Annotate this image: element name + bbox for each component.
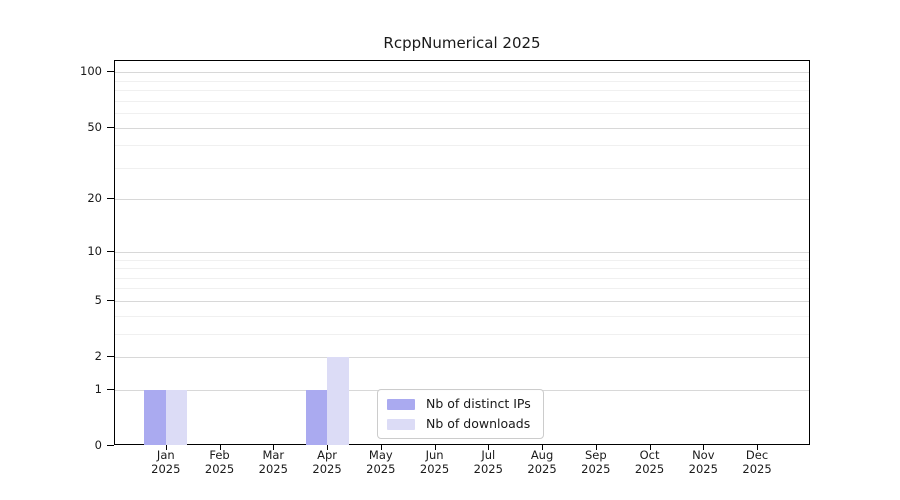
- minor-gridline: [115, 80, 809, 82]
- y-tick-label: 5: [94, 292, 102, 307]
- x-tick-mark: [434, 445, 436, 450]
- major-gridline: [115, 357, 809, 359]
- x-tick-mark: [327, 445, 329, 450]
- x-tick-mark: [165, 445, 167, 450]
- y-tick-label: 100: [80, 64, 102, 79]
- x-tick-mark: [219, 445, 221, 450]
- minor-gridline: [115, 268, 809, 270]
- x-tick-label-jan: Jan 2025: [151, 448, 181, 476]
- y-tick-mark: [107, 299, 114, 301]
- x-tick-mark: [380, 445, 382, 450]
- x-tick-mark: [703, 445, 705, 450]
- y-tick-mark: [107, 198, 114, 200]
- legend-item-downloads: Nb of downloads: [387, 417, 531, 431]
- x-tick-label-jul: Jul 2025: [473, 448, 503, 476]
- y-tick-label: 50: [87, 119, 102, 134]
- x-tick-label-feb: Feb 2025: [204, 448, 235, 476]
- y-tick-label: 1: [94, 381, 102, 396]
- x-tick-mark: [595, 445, 597, 450]
- x-tick-label-apr: Apr 2025: [312, 448, 342, 476]
- y-tick-mark: [107, 356, 114, 358]
- legend-swatch-downloads: [387, 418, 415, 430]
- x-tick-mark: [757, 445, 759, 450]
- x-tick-mark: [542, 445, 544, 450]
- minor-gridline: [115, 90, 809, 92]
- y-tick-mark: [107, 388, 114, 390]
- minor-gridline: [115, 277, 809, 279]
- legend-item-distinct-ips: Nb of distinct IPs: [387, 397, 531, 411]
- major-gridline: [115, 72, 809, 74]
- x-tick-label-sep: Sep 2025: [581, 448, 611, 476]
- chart-title: RcppNumerical 2025: [383, 34, 541, 52]
- minor-gridline: [115, 145, 809, 147]
- bar-downloads-apr: [327, 357, 349, 445]
- y-tick-mark: [107, 250, 114, 252]
- x-tick-label-dec: Dec 2025: [742, 448, 772, 476]
- minor-gridline: [115, 113, 809, 115]
- bar-distinct-ips-jan: [144, 389, 166, 445]
- legend-label-downloads: Nb of downloads: [426, 416, 531, 431]
- x-tick-label-mar: Mar 2025: [258, 448, 288, 476]
- minor-gridline: [115, 315, 809, 317]
- y-tick-mark: [107, 126, 114, 128]
- x-tick-label-jun: Jun 2025: [419, 448, 450, 476]
- minor-gridline: [115, 259, 809, 261]
- minor-gridline: [115, 100, 809, 102]
- y-tick-mark: [107, 445, 114, 446]
- x-tick-label-may: May 2025: [366, 448, 396, 476]
- legend-swatch-distinct-ips: [387, 398, 415, 410]
- major-gridline: [115, 127, 809, 129]
- major-gridline: [115, 300, 809, 302]
- minor-gridline: [115, 333, 809, 335]
- x-tick-mark: [649, 445, 651, 450]
- minor-gridline: [115, 167, 809, 169]
- y-tick-label: 20: [87, 191, 102, 206]
- y-tick-label: 0: [94, 438, 102, 452]
- minor-gridline: [115, 288, 809, 290]
- bar-downloads-jan: [165, 389, 188, 445]
- x-tick-label-aug: Aug 2025: [527, 448, 557, 476]
- major-gridline: [115, 199, 809, 201]
- y-tick-label: 2: [94, 349, 102, 364]
- x-tick-label-nov: Nov 2025: [688, 448, 718, 476]
- y-tick-mark: [107, 71, 114, 73]
- x-tick-mark: [273, 445, 275, 450]
- x-tick-mark: [488, 445, 490, 450]
- plot-area: [114, 60, 810, 445]
- legend-label-distinct-ips: Nb of distinct IPs: [426, 396, 531, 411]
- legend: Nb of distinct IPs Nb of downloads: [377, 389, 544, 439]
- y-tick-label: 10: [87, 243, 102, 258]
- x-tick-label-oct: Oct 2025: [634, 448, 665, 476]
- major-gridline: [115, 251, 809, 253]
- bar-distinct-ips-apr: [305, 389, 328, 445]
